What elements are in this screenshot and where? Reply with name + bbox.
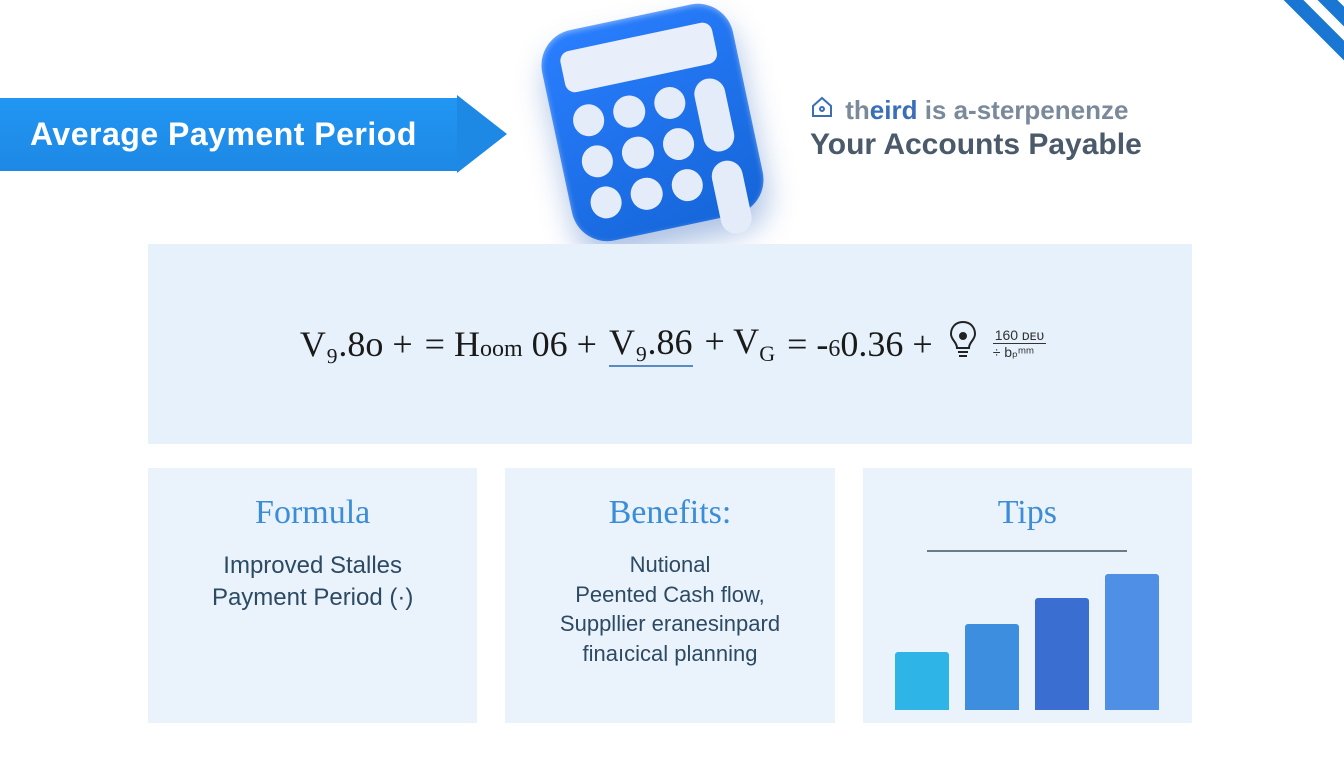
card-body: Improved Stalles Payment Period (·) — [168, 550, 457, 615]
lightbulb-icon — [945, 318, 981, 371]
card-benefits: Benefits: Nutional Peented Cash flow, Su… — [505, 468, 834, 723]
calculator-icon — [535, 0, 770, 248]
card-heading: Benefits: — [525, 494, 814, 532]
formula-seg-underlined: V₉.86 — [609, 321, 693, 367]
title-banner: Average Payment Period — [0, 95, 507, 173]
banner-arrow — [457, 95, 507, 173]
formula-box: V₉.8o + = Hoom 06 + V₉.86 + VG = -60.36 … — [148, 244, 1192, 444]
card-heading: Tips — [883, 494, 1172, 532]
card-tips: Tips — [863, 468, 1192, 723]
card-heading: Formula — [168, 494, 457, 532]
formula-seg: V₉.8o + — [300, 323, 413, 365]
formula-seg: = Hoom 06 + — [425, 323, 597, 365]
card-body: Nutional Peented Cash flow, Suppllier er… — [525, 550, 814, 669]
cards-row: Formula Improved Stalles Payment Period … — [148, 468, 1192, 723]
tagline: theird is a-sterpenenze Your Accounts Pa… — [810, 95, 1250, 162]
formula-fraction: 160 ᴅᴇᴜ ÷ bₚᵐᵐ — [993, 327, 1046, 361]
tips-bar-chart — [883, 570, 1172, 710]
page-title: Average Payment Period — [0, 98, 457, 171]
tagline-line2: Your Accounts Payable — [810, 128, 1250, 162]
card-formula: Formula Improved Stalles Payment Period … — [148, 468, 477, 723]
tagline-line1: theird is a-sterpenenze — [810, 95, 1250, 126]
bar — [1035, 598, 1089, 710]
home-icon — [810, 95, 841, 125]
bar — [895, 652, 949, 710]
formula-seg: = -60.36 + — [787, 323, 933, 365]
divider — [927, 550, 1127, 552]
bar — [965, 624, 1019, 710]
bar — [1105, 574, 1159, 710]
formula-seg: + VG — [705, 320, 776, 367]
